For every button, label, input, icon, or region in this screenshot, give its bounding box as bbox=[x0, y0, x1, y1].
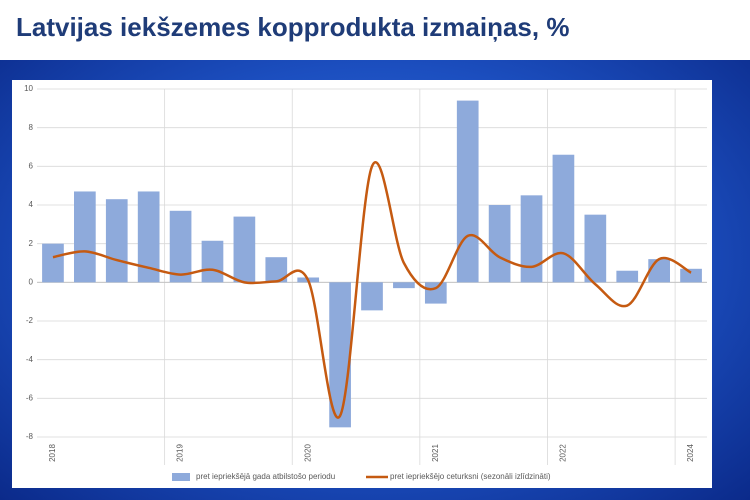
y-tick-label: 0 bbox=[29, 277, 34, 286]
slide-title: Latvijas iekšzemes kopprodukta izmaiņas,… bbox=[16, 12, 570, 42]
y-tick-label: 8 bbox=[29, 123, 34, 132]
bar bbox=[488, 205, 511, 283]
legend-swatch bbox=[172, 473, 190, 481]
bar bbox=[169, 210, 192, 283]
bar bbox=[265, 257, 288, 283]
y-tick-label: -8 bbox=[26, 432, 34, 441]
legend-label: pret iepriekšējo ceturksni (sezonāli izl… bbox=[390, 472, 551, 481]
y-tick-label: 2 bbox=[29, 239, 34, 248]
bar bbox=[233, 216, 256, 283]
bar bbox=[42, 243, 64, 283]
bar bbox=[361, 282, 383, 311]
y-tick-label: -2 bbox=[26, 316, 34, 325]
x-tick-label: 2020 bbox=[303, 444, 312, 462]
bar bbox=[393, 282, 415, 289]
bar bbox=[201, 240, 224, 283]
bar bbox=[680, 268, 702, 283]
bar bbox=[74, 191, 96, 283]
bar bbox=[552, 154, 575, 283]
bar bbox=[137, 191, 160, 283]
bar bbox=[105, 199, 128, 283]
x-tick-label: 2018 bbox=[48, 444, 57, 462]
x-tick-label: 2019 bbox=[176, 444, 185, 462]
bar bbox=[584, 214, 607, 283]
x-tick-label: 2024 bbox=[686, 444, 695, 462]
bar bbox=[456, 100, 479, 283]
legend-label: pret iepriekšējā gada atbilstošo periodu bbox=[196, 472, 335, 481]
y-tick-label: -4 bbox=[26, 355, 34, 364]
line bbox=[52, 161, 692, 419]
bar bbox=[520, 195, 543, 283]
y-tick-label: -6 bbox=[26, 393, 34, 402]
x-tick-label: 2022 bbox=[559, 444, 568, 462]
y-tick-label: 4 bbox=[29, 200, 34, 209]
bar bbox=[424, 282, 447, 304]
bar bbox=[648, 259, 670, 283]
y-tick-label: 10 bbox=[24, 84, 33, 93]
y-tick-label: 6 bbox=[29, 161, 34, 170]
x-tick-label: 2021 bbox=[431, 444, 440, 462]
bar bbox=[616, 270, 639, 283]
